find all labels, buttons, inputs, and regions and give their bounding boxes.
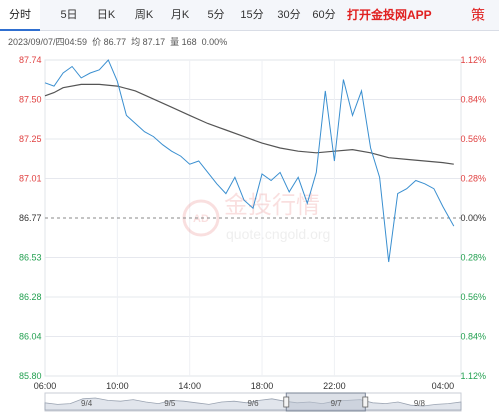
y-tick-label: 87.01 [19,174,42,184]
x-tick-label: 06:00 [34,381,57,391]
tab-30min[interactable]: 30分 [277,9,301,21]
quote-price: 价 86.77 [92,37,127,47]
navigator-left-handle[interactable] [283,396,290,408]
percent-tick-label: 0.28% [460,253,486,263]
navigator-date-label: 9/8 [414,399,426,408]
navigator-date-label: 9/6 [247,399,259,408]
period-tab-bar: 分时 5日 日K 周K 月K 5分 15分 30分 60分 打开金投网APP 策 [0,0,499,31]
percent-tick-label: 0.56% [460,292,486,302]
open-app-link[interactable]: 打开金投网APP [347,8,432,22]
navigator-date-label: 9/7 [331,399,343,408]
y-tick-label: 86.53 [19,253,42,263]
x-tick-label: 18:00 [251,381,274,391]
price-axis: 87.74 87.50 87.25 87.01 86.77 86.53 86.28 86.04… [19,55,42,381]
percent-tick-label: 1.12% [460,371,486,381]
strategy-icon[interactable]: 策 [471,7,485,23]
percent-tick-label: 0.84% [460,332,486,342]
navigator-right-handle[interactable] [362,396,369,408]
percent-tick-label: 0.56% [460,134,486,144]
percent-tick-label: 0.84% [460,95,486,105]
average-price-line [44,83,454,165]
x-tick-label: 10:00 [106,381,129,391]
quote-average: 均 87.17 [131,37,166,47]
percent-axis: 1.12% 0.84% 0.56% 0.28% 0.00% 0.28% 0.56% 0.84%… [460,55,486,381]
y-tick-label: 87.25 [19,134,42,144]
x-tick-label: 22:00 [323,381,346,391]
tab-60min[interactable]: 60分 [312,9,336,21]
price-line [44,59,455,263]
time-axis: 06:00 10:00 14:00 18:00 22:00 04:00 [34,381,454,391]
watermark-badge: AD [193,213,209,225]
watermark-brand: 金投行情 [224,191,320,219]
tab-15min[interactable]: 15分 [240,9,264,21]
time-navigator[interactable]: 9/4 9/5 9/6 9/7 9/8 [44,392,462,412]
navigator-date-labels: 9/4 9/5 9/6 9/7 9/8 [81,399,425,408]
tab-daily-k[interactable]: 日K [96,9,116,21]
percent-tick-label: 0.00% [460,213,486,223]
y-tick-label: 85.80 [19,371,42,381]
quote-datetime: 2023/09/07/四04:59 [8,37,88,47]
tab-intraday[interactable]: 分时 [0,0,40,31]
y-tick-label: 86.77 [19,213,42,223]
y-tick-label: 86.04 [19,332,42,342]
tab-weekly-k[interactable]: 周K [134,9,154,21]
y-tick-label: 87.74 [19,55,42,65]
navigator-date-label: 9/4 [81,399,93,408]
navigator-selection[interactable] [285,392,366,412]
watermark: AD 金投行情 quote.cngold.org [182,191,330,242]
quote-volume: 量 168 [170,37,197,47]
x-tick-label: 04:00 [432,381,455,391]
tab-monthly-k[interactable]: 月K [170,9,190,21]
chart-grid [44,59,462,377]
navigator-date-label: 9/5 [164,399,176,408]
tab-5min[interactable]: 5分 [207,9,225,21]
y-tick-label: 86.28 [19,292,42,302]
x-tick-label: 14:00 [178,381,201,391]
percent-tick-label: 1.12% [460,55,486,65]
quote-change: 0.00% [201,37,228,47]
percent-tick-label: 0.28% [460,174,486,184]
y-tick-label: 87.50 [19,95,42,105]
quote-info-bar: 2023/09/07/四04:59 价 86.77 均 87.17 量 168 0.00… [8,35,232,48]
watermark-url: quote.cngold.org [226,226,330,242]
tab-5day[interactable]: 5日 [60,9,78,21]
